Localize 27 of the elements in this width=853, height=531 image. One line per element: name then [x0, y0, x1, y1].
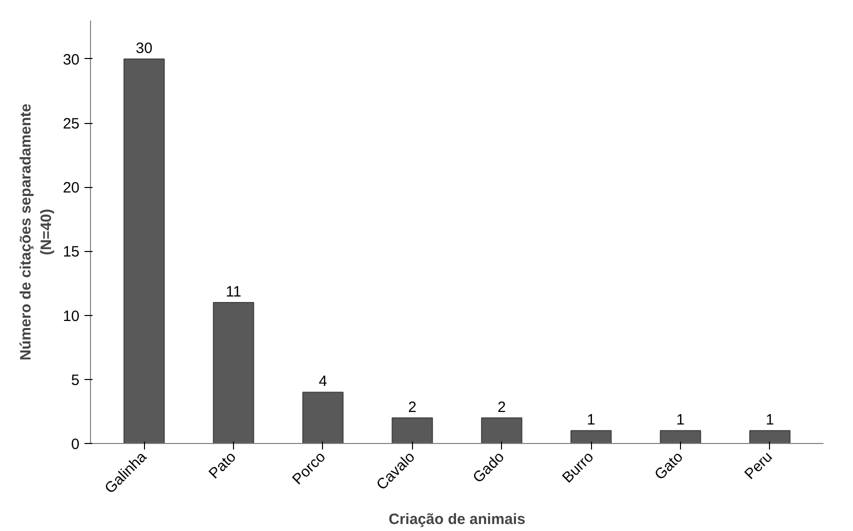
y-tick-label: 15	[62, 244, 80, 261]
y-tick-label: 30	[62, 51, 80, 68]
data-label: 2	[408, 398, 416, 416]
bar	[570, 430, 612, 444]
bar	[749, 430, 790, 444]
y-tick-label: 5	[71, 372, 80, 389]
bar	[124, 58, 165, 444]
y-tick-label: 0	[71, 436, 80, 453]
bar	[481, 417, 522, 444]
data-label: 4	[318, 373, 328, 390]
bar	[212, 302, 254, 444]
data-label: 30	[136, 40, 152, 57]
data-label: 1	[676, 412, 685, 429]
y-tick-label: 20	[62, 180, 80, 197]
bar	[392, 417, 433, 444]
data-label: 1	[766, 412, 774, 429]
y-tick-label: 10	[62, 308, 80, 325]
x-axis-title: Criação de animais	[388, 511, 526, 528]
data-label: 11	[226, 284, 242, 300]
bar	[302, 392, 344, 444]
y-axis-title: Número de citações separadamente (N=40)	[17, 104, 55, 360]
data-label: 2	[498, 398, 506, 416]
x-tick-label: Gato	[651, 448, 686, 484]
bar	[660, 430, 702, 444]
y-tick-label: 25	[62, 116, 80, 133]
data-label: 1	[586, 412, 596, 429]
x-tick-label: Pato	[206, 448, 240, 482]
